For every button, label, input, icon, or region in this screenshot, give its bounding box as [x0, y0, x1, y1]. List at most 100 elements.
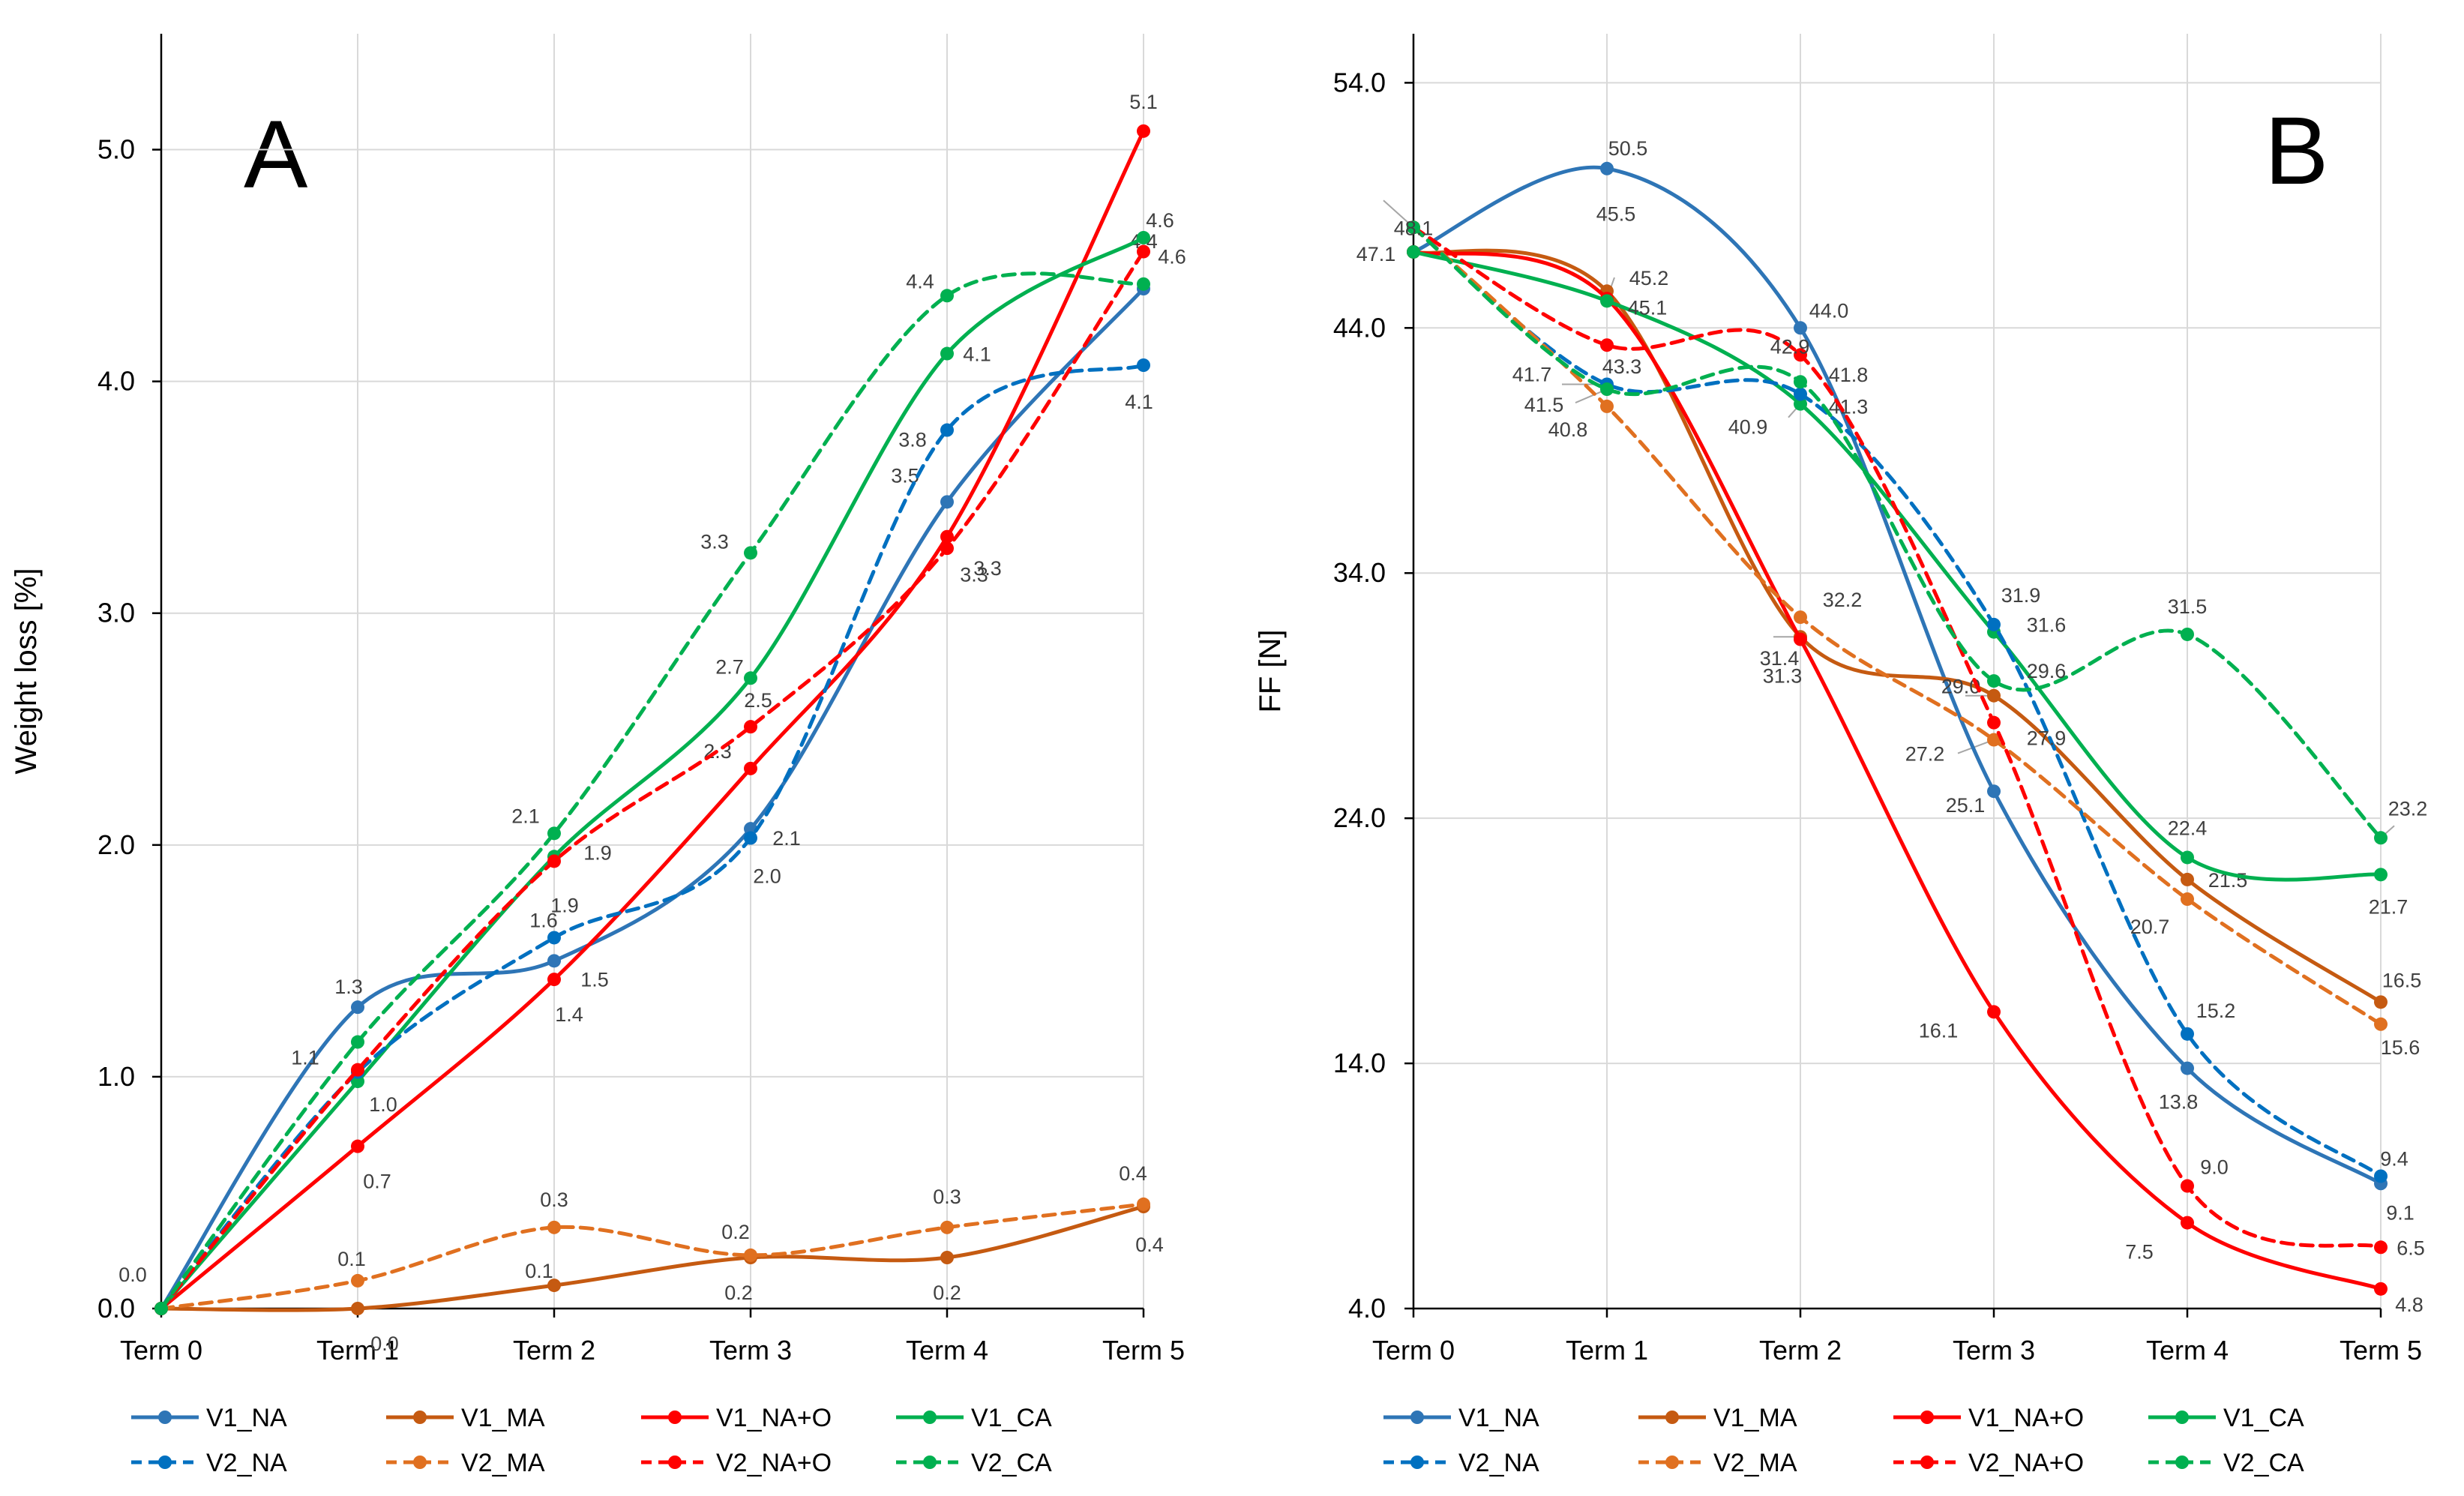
data-label: 50.5	[1608, 137, 1648, 160]
data-point	[2181, 1216, 2194, 1230]
x-tick-label: Term 0	[1372, 1335, 1455, 1366]
series-line-v1-na	[159, 286, 1146, 1311]
data-label: 0.0	[118, 1264, 147, 1286]
data-label: 0.2	[724, 1282, 753, 1304]
legend-swatch-marker	[158, 1456, 172, 1469]
legend-swatch-marker	[1665, 1456, 1679, 1469]
legend-item-v2-na-oo: V2_NA+O	[641, 1449, 832, 1477]
data-label: 27.2	[1905, 743, 1945, 766]
data-point	[1137, 277, 1150, 291]
data-label: 3.3	[973, 557, 1002, 580]
panel-letter-b: B	[2265, 97, 2328, 205]
legend-label: V1_NA	[1458, 1404, 1539, 1432]
y-tick-label: 14.0	[1333, 1048, 1386, 1078]
data-label: 6.5	[2397, 1237, 2425, 1259]
data-label: 41.8	[1829, 364, 1869, 386]
y-axis-title: Weight loss [%]	[10, 568, 43, 775]
legend-label: V2_CA	[2223, 1449, 2304, 1477]
data-label: 4.1	[1125, 391, 1153, 413]
legend-swatch-marker	[413, 1411, 427, 1424]
data-label: 3.8	[898, 429, 927, 451]
data-point	[1987, 715, 2001, 730]
data-label: 42.9	[1770, 335, 1810, 358]
series-v1-na-oo: 45.2 31.3 16.1 7.5 4.8	[1407, 244, 2424, 1316]
legend-item-v2-na: V2_NA	[131, 1449, 287, 1477]
legend-label: V2_NA	[206, 1449, 287, 1477]
data-point	[2374, 1282, 2388, 1296]
data-label: 0.4	[1119, 1162, 1147, 1185]
data-point	[1137, 124, 1150, 138]
y-tick-label: 34.0	[1333, 557, 1386, 588]
grid-lines	[161, 34, 1144, 1309]
data-point	[744, 671, 757, 685]
data-point	[547, 826, 561, 841]
legend-label: V2_NA+O	[1968, 1449, 2084, 1477]
legend-item-v1-ca: V1_CA	[896, 1404, 1052, 1432]
data-point	[1987, 733, 2001, 747]
data-point	[547, 1279, 561, 1293]
legend-swatch-marker	[668, 1456, 682, 1469]
data-point	[2374, 868, 2388, 882]
legend-swatch-marker	[158, 1411, 172, 1424]
data-point	[351, 1302, 364, 1315]
data-point	[940, 423, 954, 437]
data-label: 5.1	[1129, 91, 1158, 113]
data-point	[1987, 1005, 2001, 1019]
data-point	[1794, 348, 1807, 362]
legend-label: V2_CA	[971, 1449, 1052, 1477]
series-line-v2-ca	[159, 271, 1146, 1311]
data-label: 47.1	[1356, 243, 1396, 265]
data-label: 16.1	[1919, 1019, 1959, 1042]
data-label: 27.9	[2027, 727, 2067, 750]
x-tick-label: Term 5	[2340, 1335, 2422, 1366]
data-point	[1987, 674, 2001, 688]
data-point	[2181, 872, 2194, 886]
y-tick-label: 5.0	[97, 134, 135, 165]
data-label: 43.3	[1602, 355, 1642, 378]
data-point	[1987, 688, 2001, 703]
data-point	[351, 1035, 364, 1049]
data-point	[2374, 1017, 2388, 1031]
data-label: 2.7	[715, 655, 744, 678]
x-tick-label: Term 0	[120, 1335, 202, 1366]
data-label: 3.3	[700, 530, 729, 553]
series-line-v2-na	[1411, 225, 2383, 1178]
legend-swatch-marker	[1920, 1456, 1934, 1469]
legend-swatch-marker	[1410, 1456, 1424, 1469]
series-line-v2-ma	[159, 1202, 1146, 1311]
legend-item-v1-ma: V1_MA	[1638, 1404, 1797, 1432]
chart-panel-b: B 4.0 14.0 24.0 34.0 44.0 54.0 Term 0 Term 1 Ter…	[1254, 34, 2428, 1477]
legend-swatch-marker	[668, 1411, 682, 1424]
data-label: 4.1	[963, 343, 991, 366]
series-v2-ca: 48.1 41.5 41.8 29.6 31.5 23.2	[1394, 217, 2428, 845]
legend-label: V1_MA	[461, 1404, 545, 1432]
data-point	[2181, 1027, 2194, 1041]
legend-item-v2-na: V2_NA	[1383, 1449, 1539, 1477]
series-line-v1-ma	[159, 1204, 1146, 1312]
data-label: 41.3	[1829, 396, 1869, 418]
legend-item-v1-na: V1_NA	[1383, 1404, 1539, 1432]
legend-label: V2_NA	[1458, 1449, 1539, 1477]
data-label: 0.2	[933, 1282, 961, 1304]
data-point	[1137, 1197, 1150, 1211]
series-line-v1-ma	[1411, 248, 2383, 1004]
data-label: 31.5	[2168, 595, 2208, 618]
data-point	[2181, 892, 2194, 907]
y-tick-label: 44.0	[1333, 312, 1386, 343]
data-label: 0.0	[370, 1333, 399, 1355]
data-label: 2.0	[753, 865, 781, 888]
data-point	[2181, 1179, 2194, 1193]
legend-item-v2-na-oo: V2_NA+O	[1893, 1449, 2084, 1477]
data-point	[1794, 632, 1807, 646]
legend-label: V2_MA	[461, 1449, 545, 1477]
data-point	[2374, 831, 2388, 845]
data-label: 9.4	[2380, 1147, 2409, 1170]
data-label: 45.1	[1628, 296, 1668, 319]
data-point	[2181, 627, 2194, 641]
data-point	[351, 1063, 364, 1077]
data-label: 2.1	[511, 805, 540, 827]
data-label: 23.2	[2388, 797, 2428, 820]
data-point	[744, 761, 757, 775]
data-point	[1137, 231, 1150, 244]
